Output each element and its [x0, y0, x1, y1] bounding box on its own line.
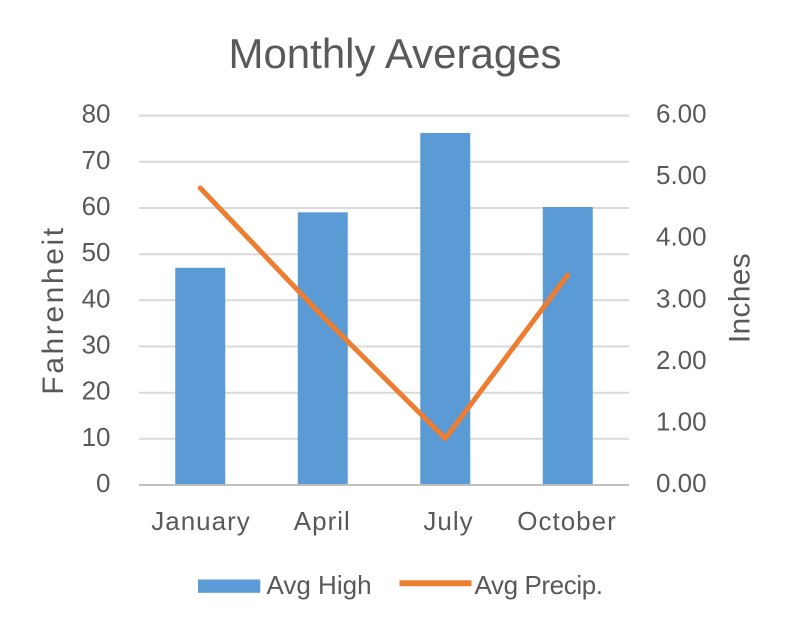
svg-text:60: 60 [82, 191, 111, 221]
svg-text:Monthly Averages: Monthly Averages [228, 30, 561, 77]
svg-text:Avg Precip.: Avg Precip. [475, 570, 603, 600]
svg-text:1.00: 1.00 [656, 406, 707, 436]
svg-text:30: 30 [82, 330, 111, 360]
svg-text:October: October [517, 506, 617, 536]
svg-text:6.00: 6.00 [656, 99, 707, 129]
svg-text:5.00: 5.00 [656, 160, 707, 190]
svg-text:April: April [294, 506, 351, 536]
svg-text:0: 0 [96, 468, 110, 498]
svg-text:20: 20 [82, 376, 111, 406]
svg-text:4.00: 4.00 [656, 222, 707, 252]
svg-text:July: July [423, 506, 473, 536]
svg-text:2.00: 2.00 [656, 345, 707, 375]
svg-text:50: 50 [82, 237, 111, 267]
svg-text:Avg High: Avg High [267, 570, 372, 600]
svg-text:3.00: 3.00 [656, 283, 707, 313]
svg-text:January: January [151, 506, 251, 536]
svg-text:40: 40 [82, 283, 111, 313]
svg-text:Inches: Inches [724, 253, 757, 343]
svg-text:80: 80 [82, 99, 111, 129]
svg-text:70: 70 [82, 145, 111, 175]
svg-text:0.00: 0.00 [656, 468, 707, 498]
svg-text:Fahrenheit: Fahrenheit [37, 225, 70, 394]
svg-text:10: 10 [82, 422, 111, 452]
